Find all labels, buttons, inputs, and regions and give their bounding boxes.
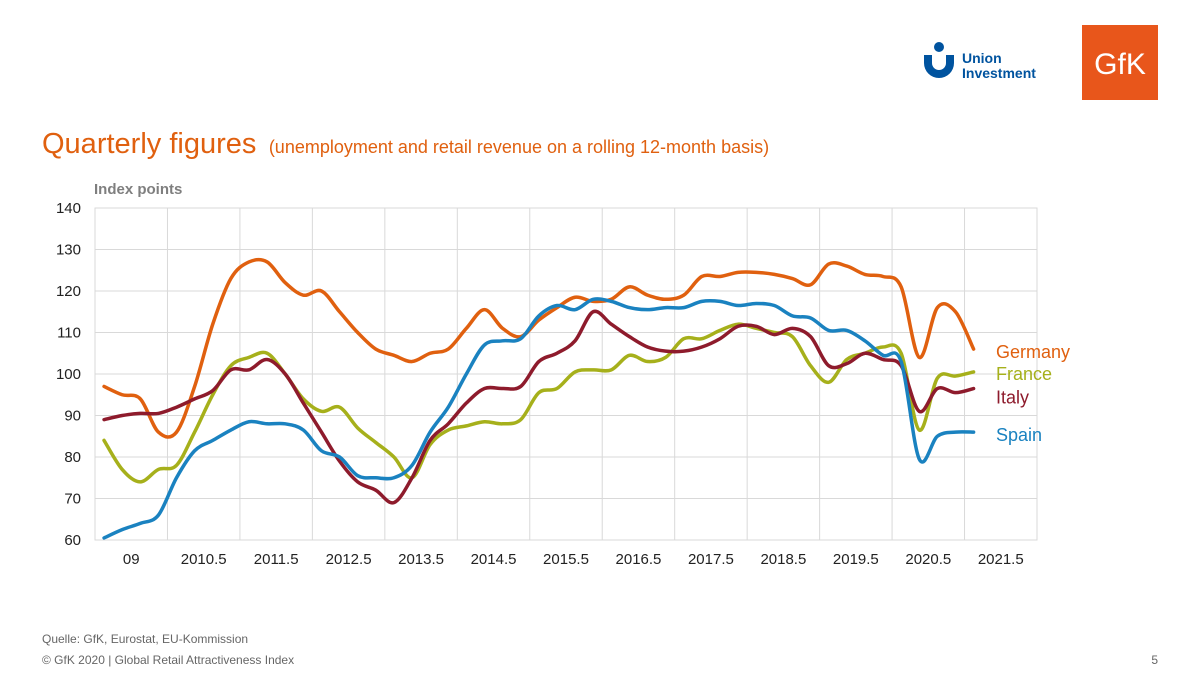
x-tick-label: 2012.5 — [326, 551, 372, 568]
logo-text: Union — [962, 50, 1002, 66]
logo-text: GfK — [1094, 48, 1146, 81]
series-line — [102, 322, 976, 484]
source: Quelle: GfK, Eurostat, EU-Kommission — [42, 632, 248, 646]
y-tick-label: 110 — [57, 325, 81, 342]
x-tick-label: 2018.5 — [760, 551, 806, 568]
x-tick-label: 2014.5 — [471, 551, 517, 568]
x-tick-label: 2015.5 — [543, 551, 589, 568]
gfk-logo: GfK — [1082, 25, 1158, 100]
x-tick-label: 2010.5 — [181, 551, 227, 568]
logo-text: Investment — [962, 65, 1036, 81]
y-tick-label: 70 — [64, 491, 81, 508]
logo-u — [924, 55, 954, 78]
y-tick-label: 120 — [56, 283, 81, 300]
chart-title: Quarterly figures — [42, 128, 256, 160]
x-tick-label: 2013.5 — [398, 551, 444, 568]
x-tick-label: 09 — [123, 551, 140, 568]
series-label: France — [996, 364, 1052, 384]
y-axis-label: Index points — [94, 181, 182, 198]
x-tick-label: 2011.5 — [254, 551, 299, 568]
x-tick-label: 2021.5 — [978, 551, 1024, 568]
union-investment-logo: Union Investment — [924, 42, 1036, 81]
series-label: Spain — [996, 425, 1042, 445]
x-tick-label: 2017.5 — [688, 551, 734, 568]
page-number: 5 — [1151, 653, 1158, 667]
series-line — [102, 297, 976, 540]
y-tick-label: 60 — [64, 532, 81, 549]
plot: 60 70 80 90 100 110 120 130 140 09 2010.5 2011.5 201… — [56, 200, 1070, 568]
series-label: Italy — [996, 388, 1029, 408]
y-tick-label: 90 — [64, 408, 81, 425]
title-line: Quarterly figures (unemployment and reta… — [42, 128, 769, 160]
logo-box — [1082, 25, 1158, 100]
copyright: © GfK 2020 | Global Retail Attractivenes… — [42, 653, 294, 667]
y-tick-label: 130 — [56, 242, 81, 259]
series-label: Germany — [996, 342, 1070, 362]
y-tick-label: 100 — [56, 366, 81, 383]
series-line — [102, 257, 976, 439]
x-tick-label: 2016.5 — [616, 551, 662, 568]
x-tick-label: 2019.5 — [833, 551, 879, 568]
y-tick-label: 80 — [64, 449, 81, 466]
x-tick-label: 2020.5 — [905, 551, 951, 568]
y-tick-label: 140 — [56, 200, 81, 217]
series-line — [102, 309, 976, 505]
chart-subtitle: (unemployment and retail revenue on a ro… — [269, 137, 769, 157]
logo-dot — [934, 42, 944, 52]
